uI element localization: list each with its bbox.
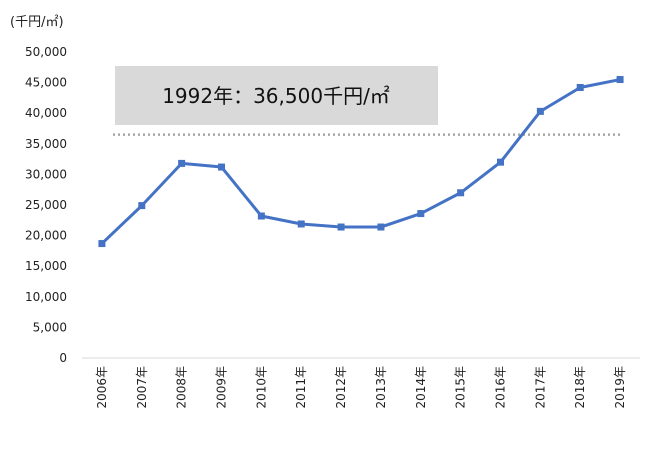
series-line	[100, 78, 621, 245]
annotation-box	[115, 66, 438, 125]
data-point	[536, 107, 544, 115]
x-tick-label: 2011年	[294, 366, 308, 409]
x-tick-label: 2010年	[254, 366, 268, 409]
y-tick-label: 15,000	[25, 259, 67, 273]
data-point	[257, 212, 265, 220]
y-tick-label: 45,000	[25, 76, 67, 90]
x-tick-label: 2012年	[334, 366, 348, 409]
y-axis-unit-label: (千円/㎡)	[10, 15, 64, 30]
x-tick-label: 2014年	[414, 366, 428, 409]
y-tick-label: 5,000	[33, 320, 67, 334]
data-point	[297, 220, 305, 228]
x-tick-label: 2008年	[175, 366, 189, 409]
x-tick-label: 2017年	[533, 366, 547, 409]
x-tick-label: 2009年	[215, 366, 229, 409]
x-tick-label: 2013年	[374, 366, 388, 409]
data-point	[616, 76, 624, 84]
x-tick-label: 2018年	[573, 366, 587, 409]
y-tick-label: 30,000	[25, 167, 67, 181]
y-tick-label: 25,000	[25, 198, 67, 212]
y-tick-label: 40,000	[25, 106, 67, 120]
data-point	[98, 240, 106, 248]
x-tick-label: 2016年	[494, 366, 508, 409]
x-tick-label: 2007年	[135, 366, 149, 409]
x-tick-label: 2015年	[454, 366, 468, 409]
y-tick-label: 20,000	[25, 229, 67, 243]
x-tick-label: 2019年	[613, 366, 627, 409]
data-point	[417, 210, 425, 218]
y-tick-label: 10,000	[25, 290, 67, 304]
x-tick-label: 2006年	[95, 366, 109, 409]
data-point	[576, 83, 584, 91]
data-point	[178, 159, 186, 167]
y-tick-label: 35,000	[25, 137, 67, 151]
data-point	[218, 163, 225, 171]
data-point	[337, 223, 345, 231]
data-point	[497, 158, 504, 166]
annotation-text: 1992年：36,500千円/㎡	[162, 84, 390, 108]
data-point	[138, 202, 146, 210]
data-point	[457, 189, 465, 197]
y-tick-label: 50,000	[25, 45, 67, 59]
y-tick-label: 0	[59, 351, 67, 365]
data-point	[377, 223, 385, 231]
